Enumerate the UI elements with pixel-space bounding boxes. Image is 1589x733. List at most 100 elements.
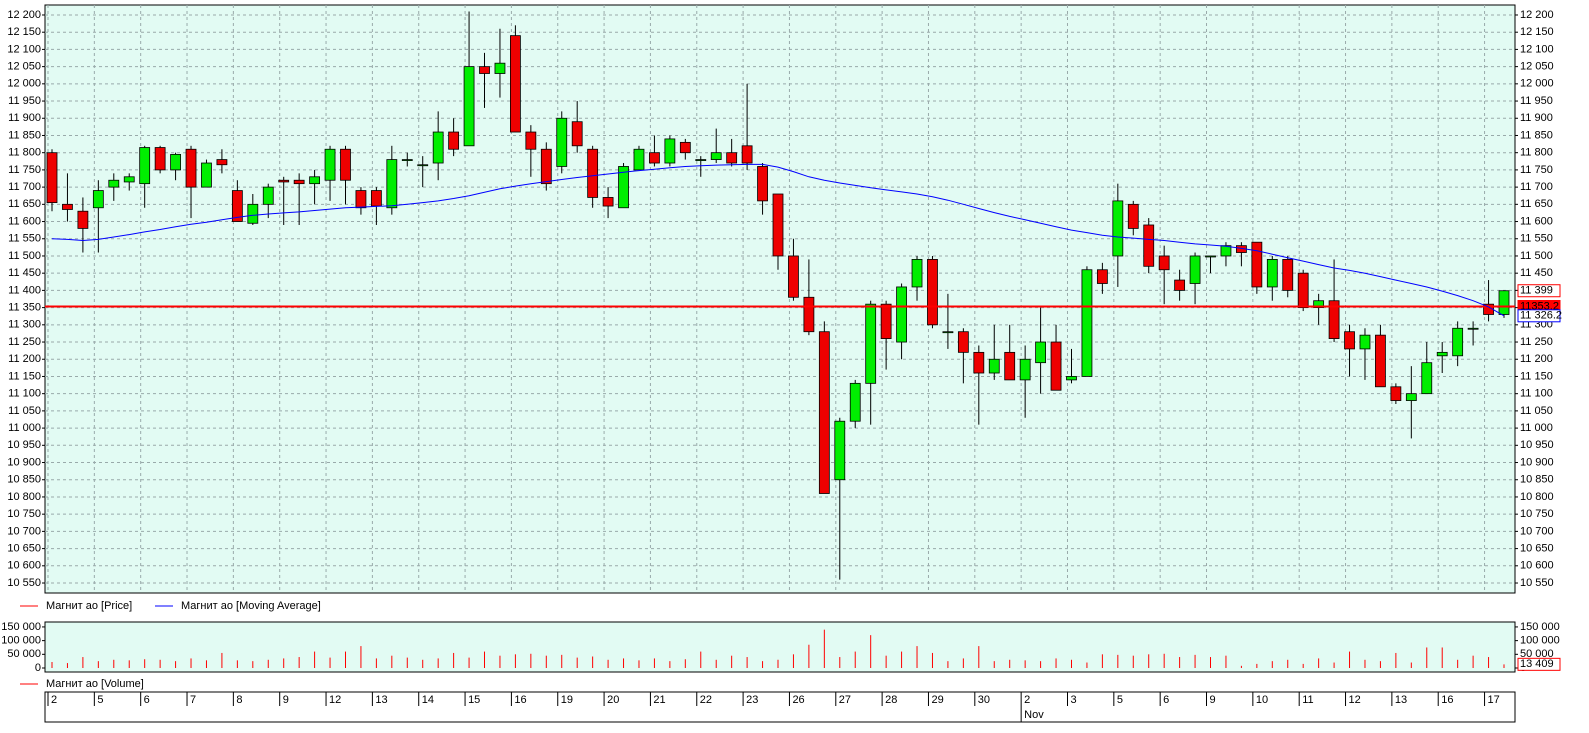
x-tick-label: 9 <box>283 694 289 706</box>
y-tick-label: 100 000 <box>1520 635 1560 647</box>
x-tick-label: 16 <box>1441 694 1453 706</box>
candle-body <box>803 296 815 333</box>
candle-body <box>309 176 320 185</box>
y-tick-label: 11 750 <box>1520 164 1553 176</box>
candle-body <box>1127 203 1139 229</box>
candle-body <box>216 159 228 166</box>
x-tick-label: 15 <box>468 694 480 706</box>
x-tick-label: 12 <box>329 694 341 706</box>
candle-body <box>355 190 367 209</box>
candle-body <box>510 35 521 133</box>
y-tick-label: 11 650 <box>8 198 41 210</box>
candle-body <box>479 66 490 74</box>
candle-body <box>1081 269 1093 377</box>
y-tick-label: 11 850 <box>8 129 41 141</box>
y-tick-label: 11 700 <box>8 181 41 193</box>
candle-body <box>664 138 676 164</box>
y-tick-label: 12 150 <box>1520 26 1554 38</box>
y-tick-label: 11 250 <box>1520 336 1553 348</box>
last-value-label: 11 326.2 <box>1520 310 1562 322</box>
candle-body <box>1359 334 1371 350</box>
x-tick-label: 19 <box>561 694 573 706</box>
candle-body <box>1158 255 1170 271</box>
x-tick-label: 2 <box>51 694 57 706</box>
y-tick-label: 11 000 <box>8 422 41 434</box>
candle-body <box>1282 259 1294 291</box>
x-tick-label: 6 <box>144 694 150 706</box>
y-tick-label: 10 550 <box>7 577 41 589</box>
x-tick-label: 20 <box>607 694 619 706</box>
candle-body <box>139 147 151 185</box>
last-value-label: 13 409 <box>1520 658 1554 670</box>
y-tick-label: 10 950 <box>1520 439 1554 451</box>
y-tick-label: 50 000 <box>7 648 41 660</box>
candle-body <box>201 162 212 188</box>
candle-body <box>1266 259 1278 288</box>
candle-body <box>463 66 475 147</box>
candle-body <box>262 186 274 205</box>
y-tick-label: 10 600 <box>7 560 41 572</box>
volume-panel <box>44 621 1516 673</box>
candle-body <box>1405 393 1417 401</box>
candle-body <box>772 193 784 257</box>
candle-body <box>1297 272 1309 309</box>
y-tick-label: 10 800 <box>7 491 41 503</box>
y-tick-label: 12 100 <box>1520 43 1554 55</box>
candle-body <box>834 420 846 481</box>
candle-body <box>1421 362 1433 395</box>
y-tick-label: 11 950 <box>1520 95 1553 107</box>
x-tick-label: 13 <box>375 694 387 706</box>
y-tick-label: 10 550 <box>1520 577 1554 589</box>
x-tick-label: 14 <box>422 694 434 706</box>
y-tick-label: 11 800 <box>8 147 41 159</box>
candle-body <box>633 148 645 171</box>
y-tick-label: 11 900 <box>1520 112 1553 124</box>
candle-body <box>896 286 907 343</box>
candle-body <box>571 121 583 147</box>
candle-body <box>1313 300 1325 309</box>
candle-body <box>154 147 166 171</box>
price-panel <box>44 4 1516 594</box>
y-tick-label: 12 050 <box>7 61 41 73</box>
y-tick-label: 11 100 <box>1520 388 1553 400</box>
candle-body <box>911 259 923 288</box>
y-tick-label: 150 000 <box>1 621 41 633</box>
candle-body <box>1390 386 1402 401</box>
candle-body <box>927 259 938 326</box>
candle-body <box>618 166 629 209</box>
candle-body <box>1498 290 1510 315</box>
x-tick-label: 12 <box>1349 694 1361 706</box>
candle-body <box>1004 351 1016 381</box>
x-tick-label: 5 <box>97 694 103 706</box>
candle-body <box>432 131 444 164</box>
candle-body <box>247 203 259 224</box>
candle-body <box>1189 255 1201 284</box>
y-tick-label: 11 500 <box>8 250 41 262</box>
y-tick-label: 11 150 <box>1520 370 1553 382</box>
candle-body <box>324 148 336 181</box>
candle-body <box>726 152 738 164</box>
y-tick-label: 11 600 <box>8 215 41 227</box>
y-tick-label: 150 000 <box>1520 621 1560 633</box>
y-tick-label: 11 300 <box>8 319 41 331</box>
candle-body <box>957 331 969 353</box>
y-tick-label: 11 100 <box>8 388 41 400</box>
y-tick-label: 12 200 <box>7 9 41 21</box>
y-tick-label: 11 250 <box>8 336 41 348</box>
x-tick-label: 10 <box>1256 694 1268 706</box>
x-tick-label: 22 <box>700 694 712 706</box>
candle-body <box>556 117 568 167</box>
y-tick-label: 11 800 <box>1520 147 1553 159</box>
y-tick-label: 11 550 <box>8 233 41 245</box>
candle-body <box>1205 255 1216 258</box>
x-tick-label: 3 <box>1070 694 1076 706</box>
y-tick-label: 12 050 <box>1520 61 1554 73</box>
x-tick-label: 26 <box>792 694 804 706</box>
candle-body <box>62 203 73 210</box>
y-tick-label: 11 450 <box>8 267 41 279</box>
y-tick-label: 11 600 <box>1520 215 1553 227</box>
legend-label: Магнит ао [Price] <box>46 600 132 612</box>
y-tick-label: 10 650 <box>7 542 41 554</box>
x-tick-label: 5 <box>1117 694 1123 706</box>
